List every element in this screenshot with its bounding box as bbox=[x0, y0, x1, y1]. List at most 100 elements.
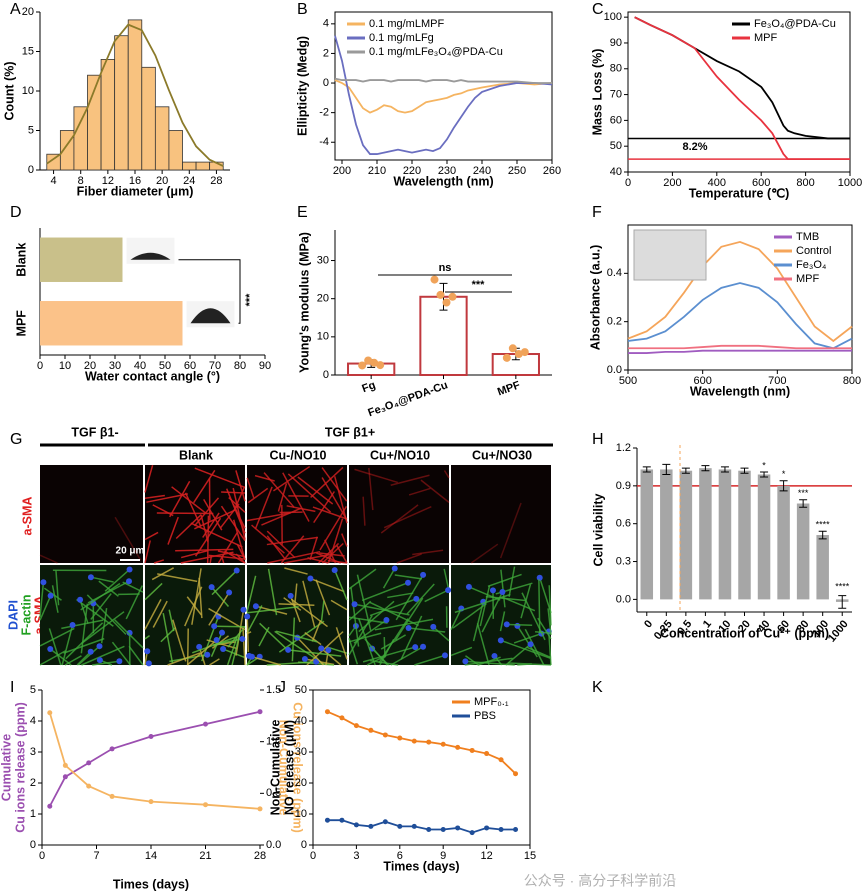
fiber bbox=[470, 543, 499, 564]
fiber bbox=[263, 472, 295, 508]
data-point bbox=[502, 353, 511, 362]
fiber bbox=[186, 639, 218, 666]
marker bbox=[324, 817, 330, 823]
fiber bbox=[175, 548, 234, 552]
series-line bbox=[334, 77, 552, 84]
fiber bbox=[211, 586, 230, 607]
fiber bbox=[81, 611, 125, 645]
fiber bbox=[202, 512, 220, 538]
fiber bbox=[168, 609, 175, 632]
fiber bbox=[246, 616, 250, 652]
marker bbox=[498, 757, 504, 763]
marker bbox=[257, 806, 263, 812]
y-tick-label: 0.6 bbox=[616, 518, 631, 530]
micrograph-bg bbox=[40, 465, 143, 563]
axis-label: Fiber diameter (μm) bbox=[77, 184, 194, 198]
axis-label: Times (days) bbox=[113, 877, 189, 891]
marker bbox=[426, 739, 432, 745]
marker bbox=[498, 827, 504, 832]
axis-label: Young's modulus (MPa) bbox=[297, 232, 311, 373]
marker bbox=[148, 734, 154, 739]
y-tick-label: 0 bbox=[323, 369, 329, 381]
legend-label: MPF₀.₁ bbox=[474, 696, 509, 708]
fiber bbox=[231, 631, 241, 666]
fiber bbox=[348, 638, 359, 665]
fiber bbox=[247, 487, 269, 504]
fiber bbox=[313, 491, 335, 524]
nucleus bbox=[412, 644, 419, 651]
micrograph bbox=[349, 465, 450, 564]
fiber bbox=[406, 583, 435, 615]
fiber bbox=[284, 567, 308, 575]
x-tick-label: 40 bbox=[134, 360, 146, 372]
fiber bbox=[144, 540, 151, 564]
nucleus bbox=[491, 652, 498, 659]
g-header: TGF β1+ bbox=[325, 425, 375, 439]
nucleus bbox=[40, 579, 47, 586]
droplet bbox=[130, 252, 171, 260]
nucleus bbox=[301, 656, 308, 663]
marker bbox=[455, 825, 461, 831]
bar bbox=[718, 469, 732, 600]
marker bbox=[513, 827, 519, 832]
axis-label: NO release (μM) bbox=[282, 720, 296, 815]
legend-label: PBS bbox=[474, 710, 496, 722]
error-bar bbox=[681, 467, 690, 474]
y-tick-label: 20 bbox=[295, 777, 307, 789]
fiber bbox=[380, 504, 419, 534]
axis-label: Wavelength (nm) bbox=[690, 384, 790, 398]
fiber bbox=[162, 612, 174, 664]
fiber bbox=[160, 626, 177, 643]
nucleus bbox=[196, 643, 203, 650]
series-line bbox=[627, 240, 853, 343]
g-column: Cu+/NO30 bbox=[472, 448, 532, 462]
nucleus bbox=[331, 567, 338, 574]
fiber bbox=[500, 639, 551, 660]
fiber bbox=[538, 579, 541, 634]
fiber bbox=[144, 635, 150, 640]
fiber bbox=[319, 506, 348, 551]
panel-letter: J bbox=[278, 679, 286, 696]
marker bbox=[455, 744, 461, 750]
y-tick-label: 4 bbox=[30, 715, 36, 727]
fiber bbox=[341, 533, 348, 547]
x-tick-label: 250 bbox=[508, 165, 526, 177]
fiber bbox=[180, 551, 234, 564]
fiber bbox=[348, 616, 388, 624]
fiber bbox=[424, 589, 449, 603]
fiber bbox=[261, 507, 301, 526]
g-column: Blank bbox=[179, 448, 213, 462]
legend-label: Control bbox=[796, 245, 831, 257]
fiber bbox=[309, 536, 318, 561]
y-tick-label: 40 bbox=[295, 715, 307, 727]
y-tick-label: -4 bbox=[319, 136, 329, 148]
nucleus bbox=[126, 629, 133, 636]
nucleus bbox=[77, 596, 84, 603]
legend-label: MPF bbox=[796, 273, 820, 285]
fiber bbox=[184, 586, 203, 627]
bar bbox=[816, 535, 829, 600]
fiber bbox=[374, 618, 434, 631]
marker bbox=[203, 721, 208, 727]
fiber bbox=[171, 486, 206, 514]
x-tick-label: 260 bbox=[543, 165, 561, 177]
panel-letter: G bbox=[10, 431, 22, 448]
bar bbox=[40, 301, 183, 346]
fiber bbox=[354, 468, 398, 484]
fiber bbox=[336, 545, 348, 564]
x-tick-label: 15 bbox=[524, 850, 536, 862]
hist-bar bbox=[100, 59, 116, 171]
panel-letter: H bbox=[592, 431, 604, 448]
y2-tick-label: 0.5 bbox=[266, 787, 281, 799]
fiber bbox=[217, 550, 246, 558]
nucleus bbox=[211, 623, 218, 630]
fiber bbox=[259, 622, 287, 649]
nucleus bbox=[220, 646, 227, 653]
y-tick-label: 50 bbox=[295, 684, 307, 696]
panel-letter: A bbox=[10, 1, 21, 18]
y-tick-label: 10 bbox=[295, 808, 307, 820]
fiber bbox=[39, 554, 58, 564]
fiber bbox=[369, 601, 419, 627]
fiber bbox=[272, 465, 311, 492]
fiber bbox=[432, 626, 450, 642]
